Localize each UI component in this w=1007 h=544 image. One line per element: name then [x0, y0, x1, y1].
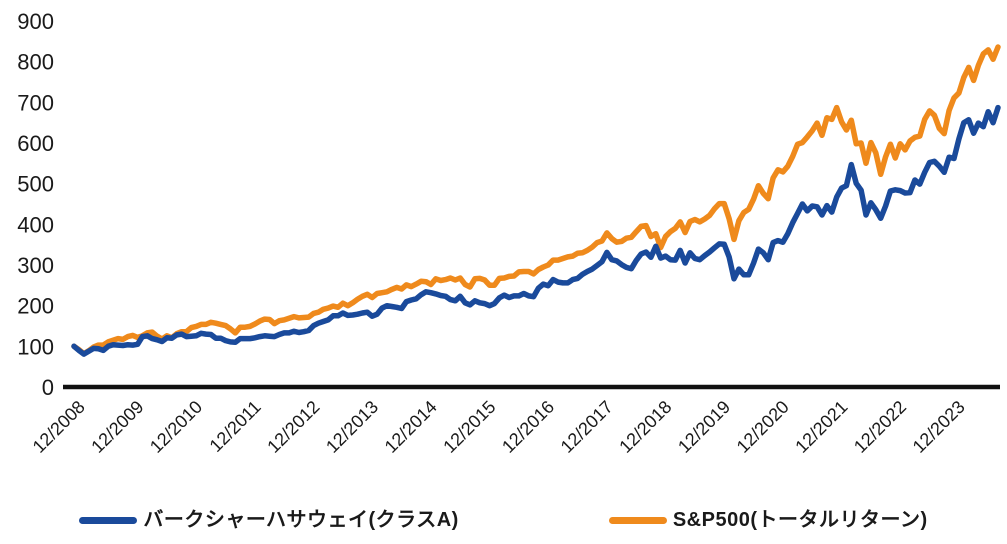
x-axis-label: 12/2011: [206, 397, 265, 456]
x-axis-label: 12/2010: [146, 397, 206, 457]
y-axis-label: 800: [17, 50, 54, 75]
x-axis-label: 12/2017: [557, 397, 617, 457]
x-axis-label: 12/2023: [909, 397, 969, 457]
legend-item-berkshire: バークシャーハサウェイ(クラスA): [79, 510, 458, 530]
performance-line-chart: 010020030040050060070080090012/200812/20…: [17, 9, 1001, 457]
x-axis-label: 12/2019: [674, 397, 734, 457]
sp500-line-swatch: [608, 516, 667, 524]
y-axis-label: 500: [17, 172, 54, 197]
y-axis-label: 200: [17, 294, 54, 319]
x-axis-label: 12/2012: [263, 397, 323, 457]
x-axis-label: 12/2015: [439, 397, 499, 457]
y-axis-label: 600: [17, 131, 54, 156]
y-axis-label: 300: [17, 253, 54, 278]
x-axis-label: 12/2018: [615, 397, 675, 457]
y-axis-label: 0: [42, 375, 54, 400]
legend: バークシャーハサウェイ(クラスA) S&P500(トータルリターン): [0, 500, 1007, 540]
y-axis-label: 900: [17, 9, 54, 34]
sp500-line: [71, 44, 1001, 357]
berkshire-legend-label: バークシャーハサウェイ(クラスA): [143, 509, 459, 531]
sp500-legend-label: S&P500(トータルリターン): [672, 509, 928, 531]
berkshire-line: [71, 104, 1001, 357]
x-axis-label: 12/2022: [850, 397, 910, 457]
x-axis-label: 12/2016: [498, 397, 558, 457]
y-axis-label: 100: [17, 334, 54, 359]
x-axis-label: 12/2013: [322, 397, 382, 457]
berkshire-line-swatch: [79, 516, 138, 524]
x-axis-label: 12/2008: [29, 397, 89, 457]
legend-item-sp500: S&P500(トータルリターン): [608, 509, 928, 531]
y-axis-label: 700: [17, 90, 54, 115]
x-axis-label: 12/2014: [381, 397, 441, 457]
x-axis-label: 12/2020: [733, 397, 793, 457]
x-axis-label: 12/2009: [87, 397, 147, 457]
x-axis-label: 12/2021: [791, 397, 851, 457]
y-axis-label: 400: [17, 212, 54, 237]
